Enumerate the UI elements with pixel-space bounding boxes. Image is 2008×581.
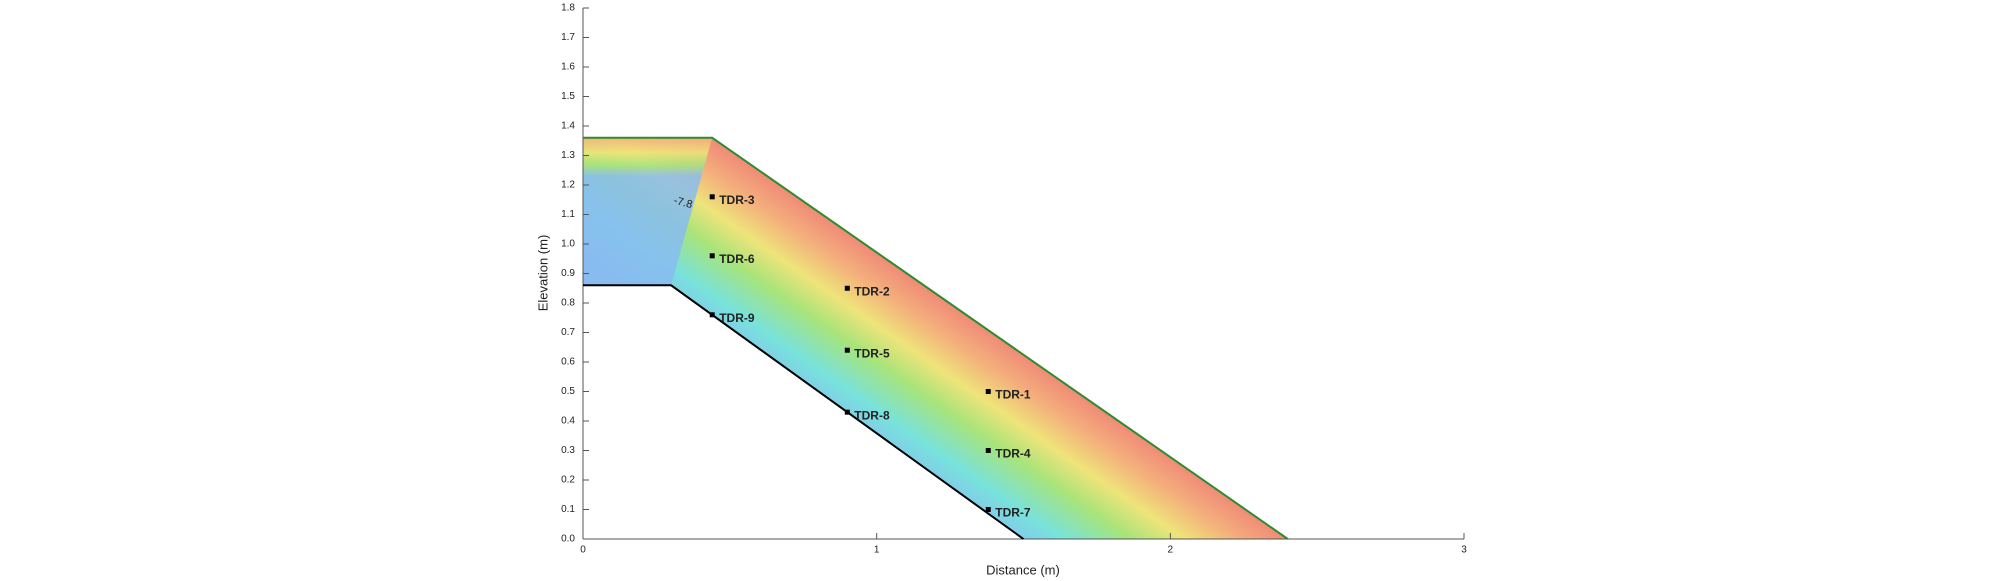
sensor-label: TDR-2 [854, 284, 890, 298]
y-tick-label: 0.5 [561, 386, 575, 397]
sensor-point [844, 285, 850, 291]
sensor-point [709, 253, 715, 259]
sensor-label: TDR-8 [854, 408, 890, 422]
sensor-point [844, 409, 850, 415]
sensor-label: TDR-6 [719, 252, 755, 266]
y-tick-label: 1.7 [561, 32, 575, 43]
top-fill [583, 137, 713, 286]
y-tick-label: 0.1 [561, 504, 575, 515]
y-tick-label: 0.7 [561, 327, 575, 338]
y-tick-label: 0.0 [561, 534, 575, 545]
x-tick-label: 0 [580, 545, 586, 556]
y-tick-label: 1.1 [561, 209, 575, 220]
sensor-label: TDR-4 [995, 447, 1031, 461]
domain-fill [583, 137, 1288, 540]
sensor-point [985, 448, 991, 453]
y-tick-label: 0.2 [561, 475, 575, 486]
base-line [583, 284, 1025, 540]
y-tick-label: 0.8 [561, 298, 575, 309]
y-axis-title: Elevation (m) [535, 235, 550, 312]
y-tick-label: 1.5 [561, 91, 575, 102]
y-tick-label: 1.3 [561, 150, 575, 161]
sensor-point [844, 347, 850, 353]
x-axis-title: Distance (m) [986, 562, 1060, 577]
sensor-label: TDR-1 [995, 388, 1031, 402]
sensor-label: TDR-3 [719, 193, 755, 207]
sensor-point [985, 507, 991, 512]
y-tick-label: 0.4 [561, 416, 575, 427]
surface-line [583, 136, 1289, 540]
sensor-point [985, 389, 991, 394]
y-tick-label: 0.6 [561, 357, 575, 368]
sensor-point [709, 194, 715, 200]
y-tick-label: 1.2 [561, 180, 575, 191]
contour-fill [583, 137, 1288, 540]
y-tick-label: 0.3 [561, 445, 575, 456]
y-tick-label: 0.9 [561, 268, 575, 279]
x-tick-label: 3 [1461, 545, 1467, 556]
sensor-label: TDR-5 [854, 346, 890, 360]
contour-label: -7.8 [672, 195, 693, 212]
y-tick-label: 1.6 [561, 62, 575, 73]
sensor-label: TDR-9 [719, 311, 755, 325]
x-tick-label: 1 [874, 545, 880, 556]
y-tick-label: 1.0 [561, 239, 575, 250]
sensor-label: TDR-7 [995, 506, 1031, 520]
x-tick-label: 2 [1168, 545, 1174, 556]
y-tick-label: 1.4 [561, 121, 575, 132]
y-tick-label: 1.8 [561, 3, 575, 14]
sensor-point [709, 312, 715, 318]
